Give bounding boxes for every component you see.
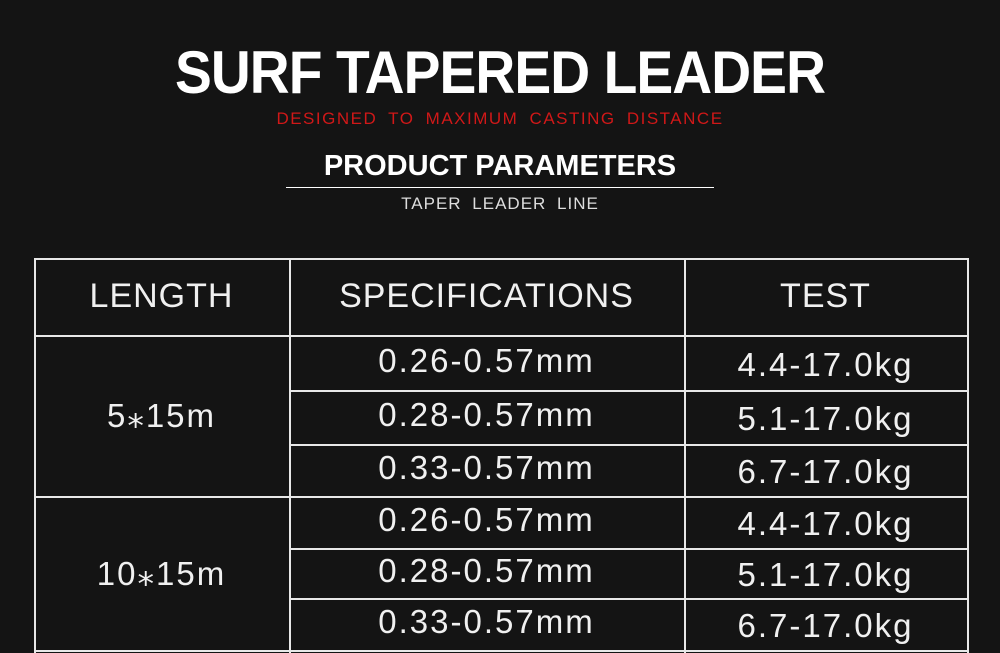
row-divider [289, 390, 967, 392]
page-title: SURF TAPERED LEADER [174, 39, 826, 106]
spec-cell: 0.33-0.57mm [378, 603, 595, 640]
header-divider [34, 335, 967, 337]
column-divider [967, 258, 969, 653]
table-border-top [34, 258, 967, 260]
row-divider [289, 650, 967, 652]
test-cell: 4.4-17.0kg [737, 345, 914, 383]
column-header: TEST [780, 277, 871, 315]
spec-cell: 0.33-0.57mm [378, 449, 595, 486]
test-cell: 6.7-17.0kg [737, 453, 914, 490]
length-cell: 10⁎15m [96, 554, 227, 592]
spec-cell: 0.28-0.57mm [378, 552, 595, 589]
group-divider [34, 496, 289, 498]
column-header: LENGTH [89, 277, 234, 315]
test-cell: 4.4-17.0kg [737, 505, 914, 542]
section-subtitle: TAPER LEADER LINE [401, 194, 599, 213]
spec-cell: 0.26-0.57mm [378, 501, 595, 538]
test-cell: 5.1-17.0kg [737, 400, 914, 437]
section-title: PRODUCT PARAMETERS [323, 150, 677, 182]
test-cell: 5.1-17.0kg [737, 556, 914, 593]
tagline: DESIGNED TO MAXIMUM CASTING DISTANCE [276, 109, 724, 128]
column-header: SPECIFICATIONS [339, 277, 634, 315]
column-divider [34, 258, 36, 653]
group-divider [34, 650, 289, 652]
column-divider [289, 258, 291, 653]
column-divider [684, 258, 686, 653]
spec-cell: 0.26-0.57mm [378, 341, 595, 379]
row-divider [289, 496, 967, 498]
divider [286, 187, 714, 188]
spec-cell: 0.28-0.57mm [378, 396, 595, 433]
length-cell: 5⁎15m [106, 397, 217, 434]
row-divider [289, 598, 967, 600]
row-divider [289, 548, 967, 550]
row-divider [289, 444, 967, 446]
test-cell: 6.7-17.0kg [737, 607, 914, 644]
